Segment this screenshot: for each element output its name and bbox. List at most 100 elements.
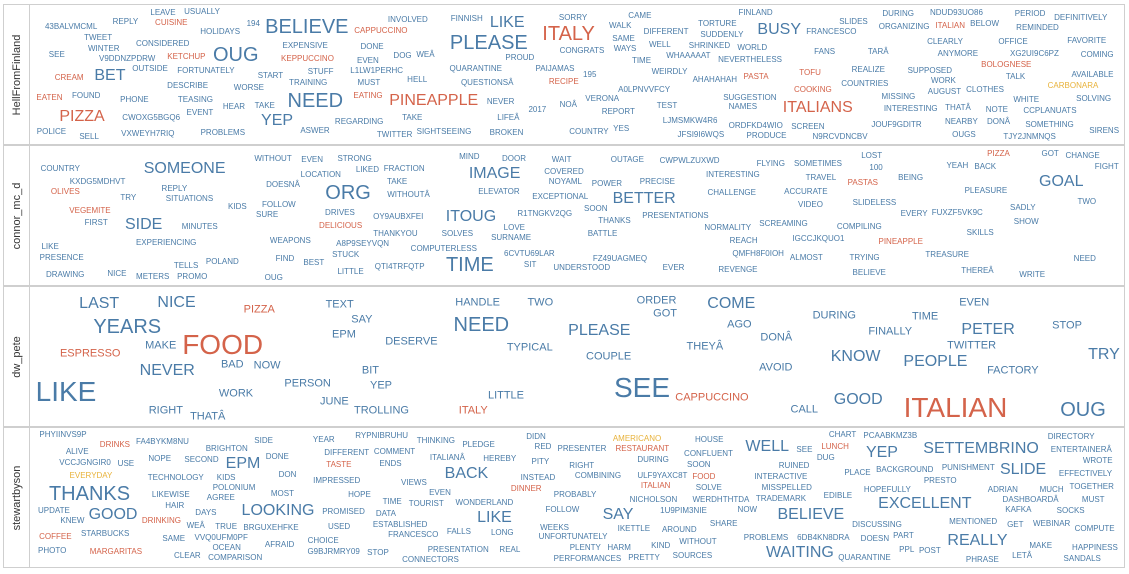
row-panel-stewartbyson: stewartbyson THANKS BELIEVE EXCELLENT LOOKIN… bbox=[3, 427, 1125, 568]
word-label: WHITE bbox=[1013, 95, 1040, 105]
word-label: CONGRATS bbox=[559, 46, 605, 56]
word-label: CCPLANUATS bbox=[1023, 106, 1077, 116]
word-label: STUCK bbox=[332, 250, 360, 260]
word-label: SAME bbox=[162, 534, 186, 544]
word-label: SHRINKED bbox=[688, 40, 731, 50]
word-label: PERFORMANCES bbox=[553, 554, 622, 564]
word-label: NOTE bbox=[985, 104, 1008, 114]
word-label: KEPPUCCINO bbox=[281, 54, 334, 64]
word-label: STOP bbox=[367, 548, 389, 558]
word-label: MAKE bbox=[145, 339, 177, 352]
word-label: PROBABLY bbox=[553, 489, 597, 499]
word-label: G9BJRMRY09 bbox=[307, 546, 360, 556]
word-label: NORMALITY bbox=[704, 223, 752, 233]
word-label: CUISINE bbox=[155, 18, 188, 28]
word-label: SOMETHING bbox=[1025, 120, 1074, 130]
word-label: SOLVES bbox=[441, 228, 474, 238]
word-label: DOESN bbox=[860, 534, 890, 544]
word-label: WELL bbox=[648, 40, 671, 50]
word-label: NDUD93UO86 bbox=[930, 7, 983, 17]
word-label: NEED bbox=[1073, 253, 1096, 263]
word-label: TIME bbox=[911, 310, 939, 323]
word-label: TAKE bbox=[402, 113, 423, 123]
word-label: DRINKING bbox=[141, 516, 181, 526]
word-label: SHARE bbox=[709, 519, 738, 529]
word-label: FAVORITE bbox=[1067, 36, 1107, 46]
word-label: BRGUXEHFKE bbox=[243, 523, 299, 533]
word-label: YES bbox=[613, 123, 630, 133]
word-label: LOCATION bbox=[300, 170, 341, 180]
word-label: OUTSIDE bbox=[132, 63, 168, 73]
word-label: SURE bbox=[255, 210, 279, 220]
word-label: COME bbox=[707, 294, 756, 312]
word-label: CWOXG5BGQ6 bbox=[122, 113, 181, 123]
word-label: L1LW1PERHC bbox=[350, 66, 404, 76]
word-label: NOÂ bbox=[559, 100, 577, 110]
word-label: SOLVE bbox=[695, 483, 722, 493]
word-label: POLONIUM bbox=[212, 483, 256, 493]
word-label: DIFFERENT bbox=[324, 447, 370, 457]
word-label: JUNE bbox=[320, 395, 349, 408]
word-label: EPM bbox=[332, 328, 356, 341]
word-label: ASWER bbox=[300, 125, 330, 135]
word-label: OUG bbox=[212, 43, 259, 66]
row-label-text: HellFromFinland bbox=[10, 34, 23, 115]
word-label: V9DDNZPDRW bbox=[99, 53, 156, 63]
word-label: IMAGE bbox=[468, 164, 521, 182]
word-label: HELL bbox=[407, 75, 428, 85]
word-label: HEAR bbox=[222, 101, 246, 111]
word-label: YEARS bbox=[93, 315, 162, 338]
word-label: PPL bbox=[899, 545, 915, 555]
word-label: COMPUTERLESS bbox=[410, 243, 477, 253]
word-label: REPORT bbox=[601, 106, 635, 116]
word-label: POWER bbox=[591, 178, 623, 188]
word-label: EVER bbox=[662, 263, 685, 273]
word-label: INTERACTIVE bbox=[754, 472, 808, 482]
word-label: SELL bbox=[79, 131, 99, 141]
word-label: FRACTION bbox=[383, 164, 425, 174]
word-label: FLYING bbox=[756, 158, 785, 168]
word-label: MISSPELLED bbox=[761, 482, 812, 492]
word-label: YEP bbox=[865, 443, 898, 461]
word-label: DELICIOUS bbox=[319, 221, 363, 231]
word-label: ITALIANS bbox=[782, 98, 853, 116]
word-label: FUXZF5VK9C bbox=[931, 208, 983, 218]
word-label: CWPWLZUXWD bbox=[659, 156, 720, 166]
word-label: ITALIAN bbox=[640, 481, 671, 491]
word-label: DIDN bbox=[526, 432, 546, 442]
word-label: NEVER bbox=[139, 362, 195, 380]
word-label: TIME bbox=[445, 254, 494, 277]
word-label: REALIZE bbox=[851, 64, 885, 74]
word-label: LIKE bbox=[489, 14, 525, 32]
word-label: PHYIINVS9P bbox=[39, 430, 87, 440]
word-label: AGREE bbox=[206, 493, 235, 503]
word-label: SCREAMING bbox=[759, 219, 808, 229]
word-label: WEÂ bbox=[186, 520, 205, 530]
word-label: POLICE bbox=[36, 127, 67, 137]
word-label: SKILLS bbox=[966, 228, 994, 238]
word-cloud: THANKS BELIEVE EXCELLENT LOOKING SETTEMBRINO… bbox=[31, 428, 1124, 567]
word-label: ACCURATE bbox=[784, 186, 828, 196]
word-label: UNDERSTOOD bbox=[553, 263, 611, 273]
word-label: MINUTES bbox=[181, 222, 218, 232]
word-label: GET bbox=[1007, 520, 1024, 530]
word-label: DOOR bbox=[501, 154, 526, 164]
word-label: DOG bbox=[393, 51, 412, 61]
word-label: PAIJAMAS bbox=[535, 63, 575, 73]
word-label: BACK bbox=[974, 162, 997, 172]
word-label: DONE bbox=[265, 451, 289, 461]
word-label: EXCELLENT bbox=[878, 495, 972, 513]
word-label: LEAVE bbox=[150, 7, 176, 17]
word-label: PLEDGE bbox=[462, 439, 495, 449]
word-label: COMPARISON bbox=[208, 553, 263, 563]
word-label: CONSIDERED bbox=[136, 38, 190, 48]
word-label: KETCHUP bbox=[167, 51, 206, 61]
word-label: WEIRDLY bbox=[651, 66, 688, 76]
word-label: MENTIONED bbox=[949, 516, 998, 526]
word-label: ITALY bbox=[542, 23, 595, 46]
word-label: WROTE bbox=[1082, 456, 1113, 466]
word-label: FOUND bbox=[71, 91, 101, 101]
word-label: LIKEWISE bbox=[151, 490, 190, 500]
word-label: SETTEMBRINO bbox=[923, 439, 1039, 457]
word-label: SEE bbox=[614, 371, 671, 403]
